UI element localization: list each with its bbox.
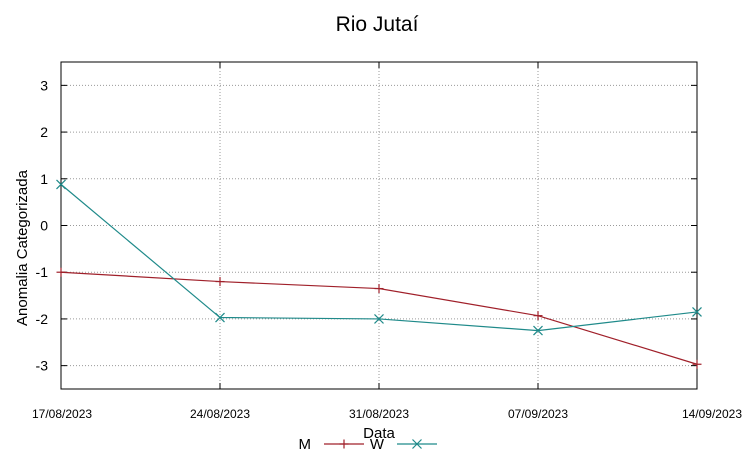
x-tick-labels: 17/08/2023 24/08/2023 31/08/2023 07/09/2023… xyxy=(32,407,742,421)
y-tick-label: -1 xyxy=(36,264,49,280)
plot-area xyxy=(60,61,698,390)
data-point-M xyxy=(533,311,543,321)
x-tick-label: 31/08/2023 xyxy=(349,407,409,421)
y-tick-label: 0 xyxy=(40,218,48,234)
grid-layer xyxy=(60,62,698,389)
x-tick-label: 07/09/2023 xyxy=(508,407,568,421)
y-tick-label: 1 xyxy=(40,171,48,187)
data-point-W xyxy=(692,306,702,317)
y-axis-label: Anomalia Categorizada xyxy=(14,169,31,326)
x-tick-label: 14/09/2023 xyxy=(682,407,742,421)
x-axis-label: Data xyxy=(363,425,395,442)
x-tick-label: 24/08/2023 xyxy=(190,407,250,421)
data-point-M xyxy=(215,277,225,287)
data-point-W xyxy=(215,312,225,323)
legend-label-W: W xyxy=(370,436,385,453)
data-point-W xyxy=(56,179,66,190)
legend-marker-M xyxy=(339,439,349,449)
data-point-M xyxy=(374,284,384,294)
y-tick-label: 3 xyxy=(40,77,48,93)
data-point-W xyxy=(374,314,384,324)
y-tick-label: -2 xyxy=(36,311,49,327)
series-layer xyxy=(56,179,702,369)
y-tick-label: -3 xyxy=(36,358,49,374)
chart-title: Rio Jutaí xyxy=(336,13,419,36)
legend-label-M: M xyxy=(299,436,312,453)
legend-marker-W xyxy=(412,439,422,449)
y-tick-labels: 3 2 1 0 -1 -2 -3 xyxy=(36,77,49,373)
data-point-W xyxy=(533,325,543,336)
y-tick-label: 2 xyxy=(40,124,48,140)
data-point-M xyxy=(692,359,702,369)
data-point-M xyxy=(56,267,66,277)
x-tick-label: 17/08/2023 xyxy=(32,407,92,421)
